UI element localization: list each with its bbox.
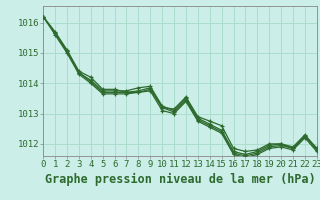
X-axis label: Graphe pression niveau de la mer (hPa): Graphe pression niveau de la mer (hPa) — [44, 173, 316, 186]
